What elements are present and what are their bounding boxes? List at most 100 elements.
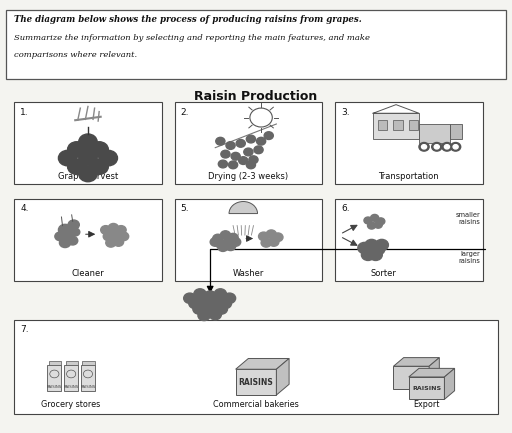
Circle shape <box>375 239 389 251</box>
Circle shape <box>62 230 75 240</box>
Circle shape <box>372 244 385 255</box>
Circle shape <box>225 242 236 251</box>
Polygon shape <box>394 358 439 366</box>
Bar <box>66 362 78 365</box>
Text: smaller
raisins: smaller raisins <box>455 212 480 225</box>
Text: Commercial bakeries: Commercial bakeries <box>213 400 299 409</box>
Bar <box>394 120 402 130</box>
Circle shape <box>68 142 86 157</box>
Circle shape <box>254 146 263 154</box>
Circle shape <box>220 231 230 239</box>
Circle shape <box>111 231 121 239</box>
Circle shape <box>228 233 238 242</box>
Circle shape <box>419 142 429 151</box>
Circle shape <box>453 145 458 149</box>
Bar <box>419 124 450 143</box>
Circle shape <box>374 221 382 228</box>
Circle shape <box>444 145 450 149</box>
Circle shape <box>246 161 255 169</box>
Circle shape <box>231 152 240 160</box>
Circle shape <box>223 239 233 247</box>
Circle shape <box>273 233 283 242</box>
Wedge shape <box>229 201 258 213</box>
Text: Export: Export <box>413 400 440 409</box>
Text: Sorter: Sorter <box>370 268 396 278</box>
Text: Washer: Washer <box>232 268 264 278</box>
Polygon shape <box>236 359 289 369</box>
Bar <box>409 120 418 130</box>
Circle shape <box>212 234 223 243</box>
Circle shape <box>365 239 378 251</box>
Circle shape <box>79 134 97 149</box>
Bar <box>14 320 498 414</box>
Bar <box>409 377 444 399</box>
Text: Raisin Production: Raisin Production <box>195 90 317 103</box>
Circle shape <box>432 142 442 151</box>
Circle shape <box>369 249 382 261</box>
Circle shape <box>55 232 65 241</box>
Circle shape <box>58 150 77 166</box>
Circle shape <box>214 289 226 299</box>
Text: 3.: 3. <box>341 108 350 116</box>
Bar <box>394 366 429 388</box>
Text: RAISINS: RAISINS <box>239 378 273 387</box>
Circle shape <box>215 239 225 248</box>
Circle shape <box>361 249 375 261</box>
Circle shape <box>68 159 86 174</box>
Text: larger
raisins: larger raisins <box>458 251 480 264</box>
Circle shape <box>226 142 235 149</box>
Circle shape <box>223 293 236 304</box>
Circle shape <box>218 160 227 168</box>
Text: 5.: 5. <box>181 204 189 213</box>
Bar <box>47 365 61 391</box>
Polygon shape <box>276 359 289 395</box>
Bar <box>335 103 483 184</box>
Circle shape <box>103 232 114 241</box>
Circle shape <box>259 232 269 241</box>
Circle shape <box>377 218 385 225</box>
Circle shape <box>266 230 276 239</box>
Bar <box>7 10 505 79</box>
Circle shape <box>269 238 279 246</box>
Text: comparisons where relevant.: comparisons where relevant. <box>14 51 137 59</box>
Circle shape <box>193 304 205 314</box>
Circle shape <box>116 226 126 234</box>
Circle shape <box>198 310 210 320</box>
Text: Drying (2-3 weeks): Drying (2-3 weeks) <box>208 172 288 181</box>
Circle shape <box>371 214 379 221</box>
Bar <box>14 199 162 281</box>
Text: 6.: 6. <box>341 204 350 213</box>
Bar <box>49 362 61 365</box>
Circle shape <box>210 297 222 308</box>
Bar <box>175 103 322 184</box>
Text: RAISINS: RAISINS <box>63 385 79 388</box>
Circle shape <box>368 222 376 229</box>
Text: Summarize the information by selecting and reporting the main features, and make: Summarize the information by selecting a… <box>14 34 370 42</box>
Circle shape <box>204 305 216 316</box>
Circle shape <box>246 135 255 143</box>
Circle shape <box>216 137 225 145</box>
Circle shape <box>230 238 241 246</box>
Circle shape <box>239 157 248 165</box>
Circle shape <box>261 239 271 247</box>
Circle shape <box>101 226 111 234</box>
Circle shape <box>219 298 231 309</box>
Text: Grape harvest: Grape harvest <box>58 172 118 181</box>
Polygon shape <box>429 358 439 388</box>
Text: The diagram below shows the process of producing raisins from grapes.: The diagram below shows the process of p… <box>14 15 362 24</box>
Circle shape <box>114 238 123 246</box>
Circle shape <box>249 156 258 164</box>
Circle shape <box>451 142 461 151</box>
Bar <box>335 199 483 281</box>
Text: 4.: 4. <box>20 204 29 213</box>
Circle shape <box>58 224 72 236</box>
Circle shape <box>118 232 129 241</box>
Text: 1.: 1. <box>20 108 29 116</box>
Circle shape <box>257 137 266 145</box>
Circle shape <box>215 304 227 314</box>
Circle shape <box>79 150 97 166</box>
Bar <box>81 365 95 391</box>
Circle shape <box>209 310 221 320</box>
Polygon shape <box>409 368 455 377</box>
Bar <box>82 362 95 365</box>
